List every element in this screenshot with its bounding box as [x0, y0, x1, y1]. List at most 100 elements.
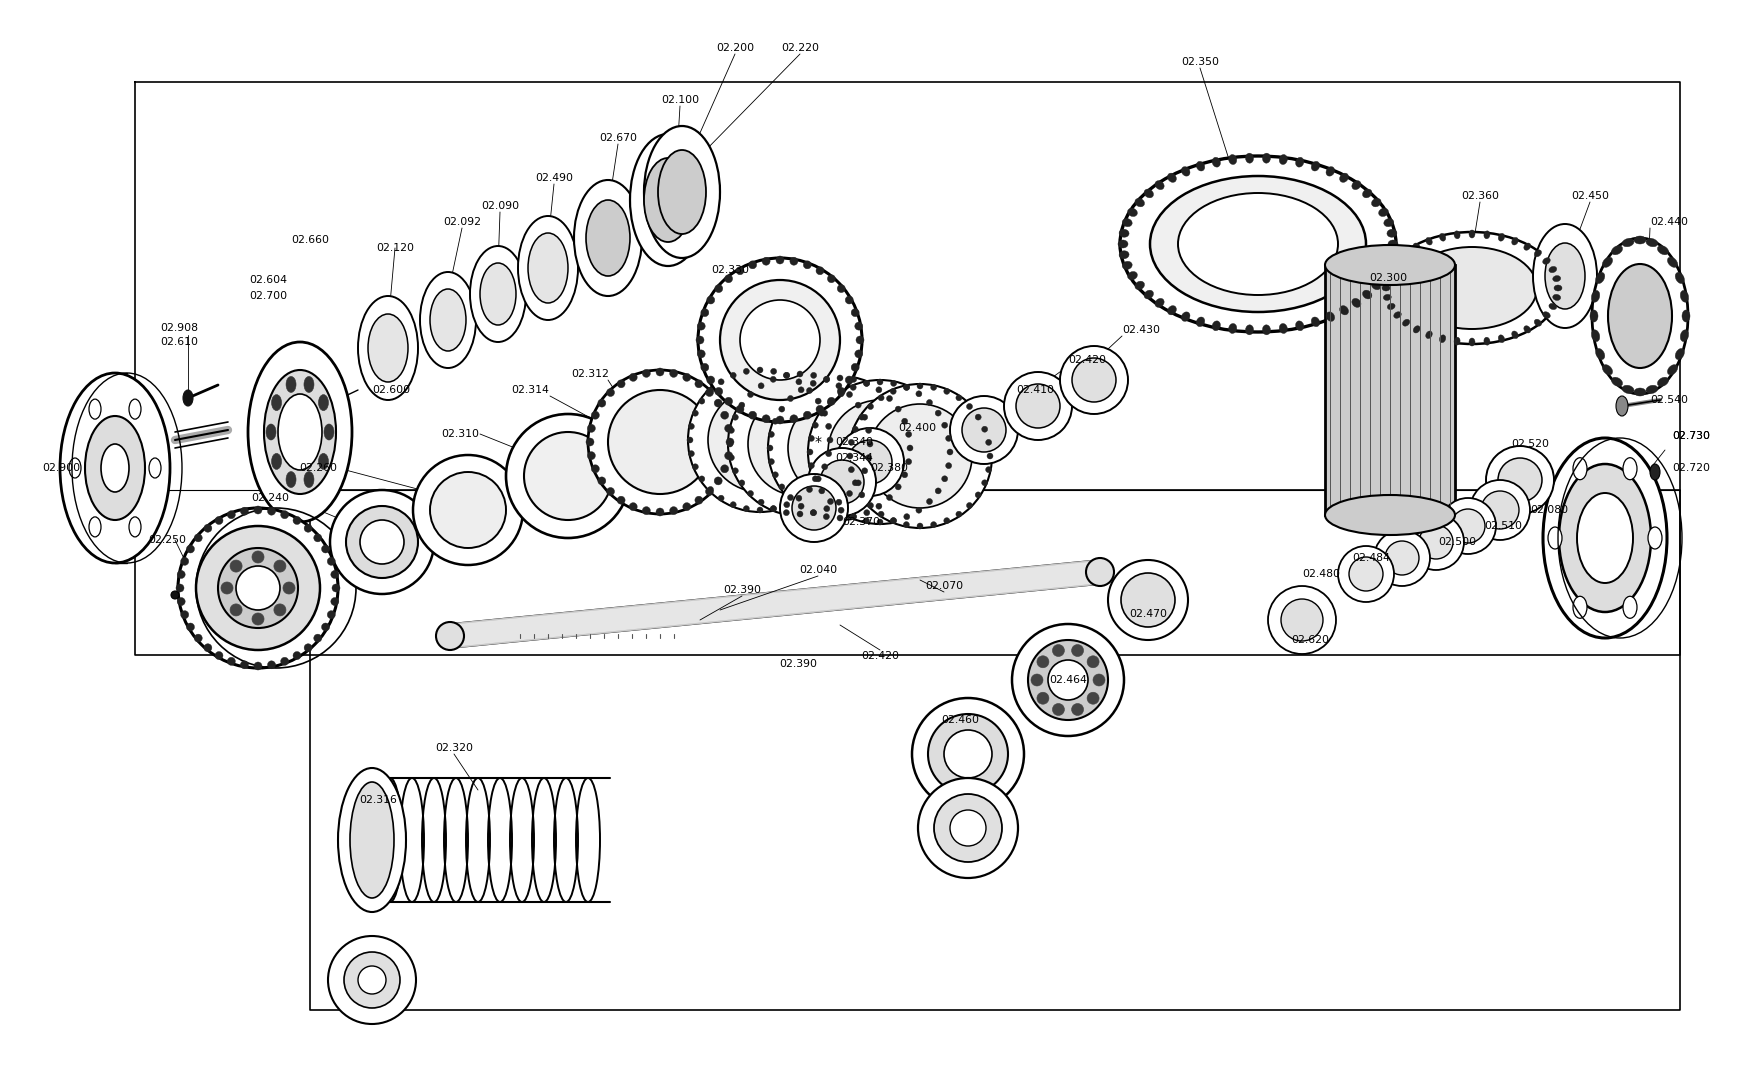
Ellipse shape	[1483, 231, 1489, 239]
Ellipse shape	[809, 435, 814, 441]
Ellipse shape	[1296, 157, 1303, 167]
Ellipse shape	[176, 584, 184, 592]
Ellipse shape	[930, 522, 936, 528]
Ellipse shape	[280, 510, 289, 519]
Ellipse shape	[1440, 498, 1496, 554]
Ellipse shape	[1602, 257, 1612, 268]
Text: 02.400: 02.400	[897, 423, 936, 433]
Text: 02.300: 02.300	[1369, 273, 1407, 282]
Ellipse shape	[285, 377, 296, 393]
Ellipse shape	[1196, 162, 1203, 171]
Ellipse shape	[1212, 157, 1219, 167]
Ellipse shape	[1087, 656, 1099, 668]
Ellipse shape	[1572, 458, 1586, 479]
Ellipse shape	[796, 371, 802, 377]
Ellipse shape	[1311, 162, 1318, 171]
Ellipse shape	[868, 404, 972, 508]
Ellipse shape	[699, 476, 704, 482]
Ellipse shape	[810, 509, 816, 516]
Ellipse shape	[803, 411, 810, 419]
Ellipse shape	[1134, 198, 1144, 207]
Ellipse shape	[689, 424, 694, 429]
Ellipse shape	[861, 414, 868, 421]
Ellipse shape	[1228, 154, 1236, 165]
Ellipse shape	[574, 180, 642, 296]
Ellipse shape	[1480, 491, 1518, 529]
Ellipse shape	[598, 477, 605, 485]
Ellipse shape	[273, 603, 285, 616]
Ellipse shape	[828, 397, 835, 406]
Ellipse shape	[221, 582, 233, 594]
Ellipse shape	[1370, 281, 1381, 290]
Ellipse shape	[949, 810, 986, 846]
Ellipse shape	[819, 460, 864, 504]
Text: 02.520: 02.520	[1509, 439, 1548, 449]
Ellipse shape	[237, 566, 280, 610]
Ellipse shape	[1386, 229, 1396, 238]
Text: 02.420: 02.420	[861, 651, 899, 661]
Ellipse shape	[1036, 692, 1049, 704]
Ellipse shape	[807, 448, 875, 516]
Ellipse shape	[1337, 546, 1393, 602]
Ellipse shape	[826, 450, 831, 457]
Ellipse shape	[816, 406, 824, 413]
Ellipse shape	[657, 150, 706, 234]
Ellipse shape	[1649, 464, 1659, 480]
Ellipse shape	[470, 246, 525, 342]
Ellipse shape	[430, 472, 506, 548]
Ellipse shape	[1424, 238, 1431, 245]
Ellipse shape	[1595, 349, 1603, 360]
Ellipse shape	[643, 126, 720, 258]
Ellipse shape	[962, 408, 1005, 452]
Ellipse shape	[1558, 464, 1650, 612]
Ellipse shape	[323, 424, 334, 440]
Text: 02.730: 02.730	[1671, 431, 1709, 441]
Ellipse shape	[313, 635, 322, 642]
Ellipse shape	[1245, 153, 1252, 163]
Ellipse shape	[720, 280, 840, 400]
Ellipse shape	[1682, 310, 1689, 322]
Ellipse shape	[906, 445, 913, 450]
Ellipse shape	[1384, 541, 1419, 575]
Ellipse shape	[986, 453, 993, 459]
Ellipse shape	[927, 714, 1007, 794]
Ellipse shape	[1621, 239, 1633, 247]
Ellipse shape	[217, 548, 297, 628]
Ellipse shape	[849, 467, 854, 473]
Ellipse shape	[1052, 644, 1064, 657]
Ellipse shape	[230, 603, 242, 616]
Ellipse shape	[1212, 321, 1219, 331]
Ellipse shape	[59, 373, 170, 563]
Ellipse shape	[729, 427, 734, 433]
Ellipse shape	[1589, 310, 1596, 322]
Ellipse shape	[480, 263, 516, 325]
Ellipse shape	[523, 432, 612, 520]
Ellipse shape	[850, 514, 856, 520]
Ellipse shape	[1544, 243, 1584, 309]
Ellipse shape	[1383, 261, 1393, 270]
Ellipse shape	[955, 395, 962, 401]
Ellipse shape	[1036, 656, 1049, 668]
Ellipse shape	[859, 492, 864, 498]
Ellipse shape	[642, 369, 650, 378]
Ellipse shape	[1438, 233, 1445, 241]
Ellipse shape	[292, 517, 301, 524]
Ellipse shape	[304, 472, 313, 488]
Ellipse shape	[934, 794, 1002, 862]
Ellipse shape	[736, 266, 744, 275]
Ellipse shape	[1108, 560, 1188, 640]
Ellipse shape	[697, 322, 704, 331]
Ellipse shape	[268, 661, 275, 669]
Ellipse shape	[607, 389, 711, 494]
Ellipse shape	[878, 511, 883, 517]
Ellipse shape	[850, 384, 856, 391]
Text: 02.500: 02.500	[1436, 537, 1475, 547]
Ellipse shape	[790, 415, 798, 423]
Ellipse shape	[828, 399, 833, 406]
Ellipse shape	[1296, 321, 1303, 331]
Text: 02.610: 02.610	[160, 337, 198, 347]
Ellipse shape	[845, 392, 852, 397]
Text: 02.092: 02.092	[443, 217, 480, 227]
Ellipse shape	[812, 423, 817, 428]
Ellipse shape	[903, 384, 909, 391]
